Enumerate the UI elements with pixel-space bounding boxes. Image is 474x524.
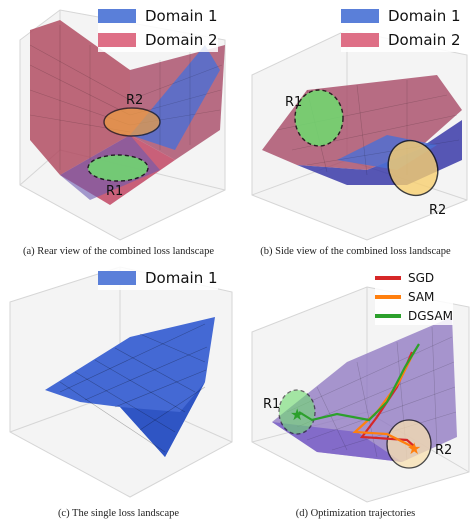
region-r1-d xyxy=(278,389,316,435)
region-r2-b xyxy=(387,139,439,197)
surface-plot-d: R1 R2 ★ ★ xyxy=(251,286,470,503)
mesh-c xyxy=(59,323,208,453)
legend-b: Domain 1 Domain 2 xyxy=(341,4,461,52)
legend-label: Domain 1 xyxy=(145,7,218,25)
region-label-r2-b: R2 xyxy=(429,203,446,218)
legend-label: DGSAM xyxy=(408,308,453,323)
legend-swatch xyxy=(98,271,136,285)
domain1-surface-c xyxy=(45,317,215,457)
surface-plot-c xyxy=(9,266,233,498)
legend-a: Domain 1 Domain 2 xyxy=(98,4,218,52)
legend-item-domain1: Domain 1 xyxy=(98,266,218,290)
trajectory-sam xyxy=(352,349,416,449)
legend-swatch xyxy=(98,9,136,23)
legend-item-domain2: Domain 2 xyxy=(341,28,461,52)
panel-single-landscape: Domain 1 (c) The single loss landscape xyxy=(0,262,237,524)
legend-swatch xyxy=(98,33,136,47)
surface-plot-b: R1 R2 xyxy=(251,29,468,241)
surface-plot-a: R2 R1 xyxy=(19,9,226,241)
region-label-r2-d: R2 xyxy=(435,443,452,458)
panel-optimization-trajectories: R1 R2 ★ ★ SGD SAM DGSAM (d) Optimization… xyxy=(237,262,474,524)
legend-d: SGD SAM DGSAM xyxy=(375,268,453,325)
region-r2-a xyxy=(103,107,161,137)
dgsam-endpoint-star-icon: ★ xyxy=(290,405,304,424)
legend-swatch xyxy=(341,33,379,47)
legend-label: Domain 1 xyxy=(388,7,461,25)
caption-d: (d) Optimization trajectories xyxy=(295,508,416,519)
legend-swatch xyxy=(375,275,401,280)
region-label-r1-a: R1 xyxy=(106,184,123,199)
region-label-r1-b: R1 xyxy=(285,95,302,110)
legend-swatch xyxy=(341,9,379,23)
caption-a: (a) Rear view of the combined loss lands… xyxy=(23,246,214,257)
legend-swatch xyxy=(375,294,401,299)
panel-side-view: R1 R2 Domain 1 Domain 2 (b) Side view of… xyxy=(237,0,474,262)
legend-item-dgsam: DGSAM xyxy=(375,306,453,325)
legend-swatch xyxy=(375,313,401,318)
caption-b: (b) Side view of the combined loss lands… xyxy=(260,246,451,257)
region-label-r1-d: R1 xyxy=(263,397,280,412)
legend-item-domain1: Domain 1 xyxy=(98,4,218,28)
legend-c: Domain 1 xyxy=(98,266,218,290)
region-r1-b xyxy=(294,89,344,147)
panel-rear-view: R2 R1 Domain 1 Domain 2 (a) Rear view of… xyxy=(0,0,237,262)
legend-label: Domain 1 xyxy=(145,269,218,287)
trajectory-dgsam xyxy=(298,343,420,422)
region-label-r2-a: R2 xyxy=(126,93,143,108)
caption-c: (c) The single loss landscape xyxy=(57,508,180,519)
legend-label: SAM xyxy=(408,289,435,304)
region-r1-a xyxy=(87,154,149,182)
legend-item-sgd: SGD xyxy=(375,268,453,287)
legend-label: SGD xyxy=(408,270,435,285)
legend-label: Domain 2 xyxy=(145,31,218,49)
legend-label: Domain 2 xyxy=(388,31,461,49)
legend-item-domain2: Domain 2 xyxy=(98,28,218,52)
legend-item-sam: SAM xyxy=(375,287,453,306)
sam-endpoint-star-icon: ★ xyxy=(407,439,421,458)
legend-item-domain1: Domain 1 xyxy=(341,4,461,28)
